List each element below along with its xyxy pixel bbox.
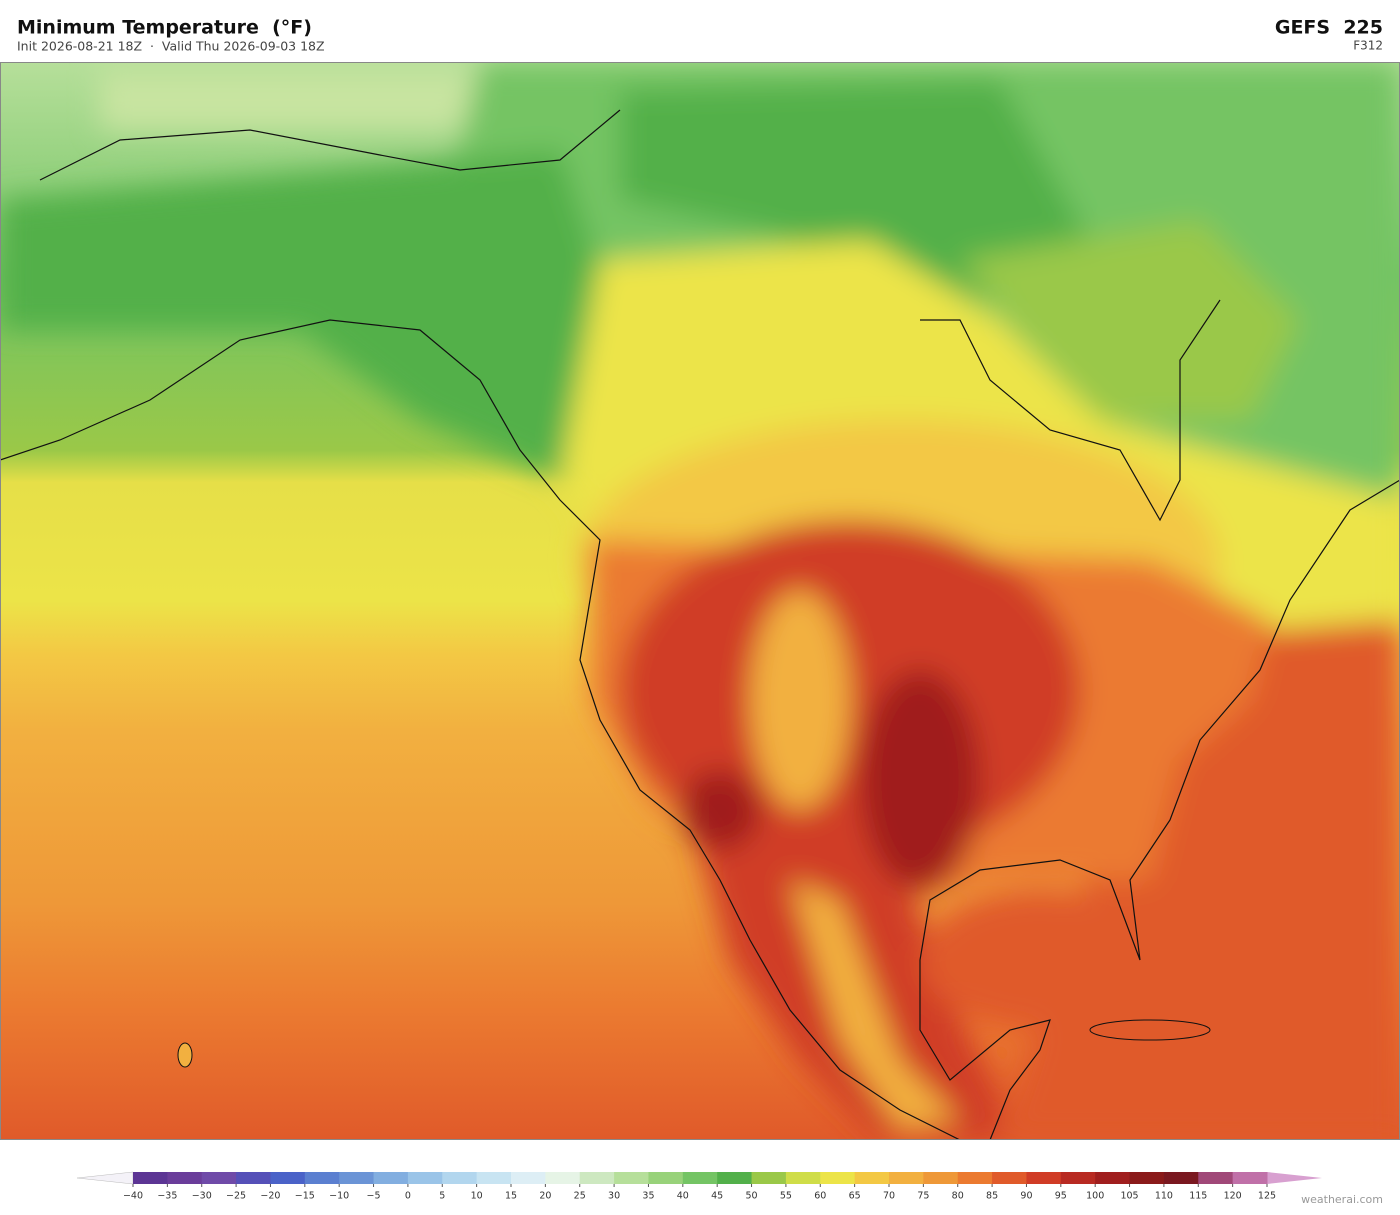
- colorbar-tick-label: 70: [883, 1191, 895, 1202]
- colorbar-bin: [717, 1172, 753, 1184]
- colorbar-tick-label: 35: [642, 1191, 654, 1202]
- colorbar-bin: [854, 1172, 890, 1184]
- colorbar-tick-label: 40: [677, 1191, 689, 1202]
- colorbar-tick-label: −20: [260, 1191, 280, 1202]
- colorbar-bin: [201, 1172, 237, 1184]
- colorbar-bin: [614, 1172, 649, 1184]
- colorbar-tick-label: 20: [539, 1191, 551, 1202]
- colorbar-bin: [545, 1172, 581, 1184]
- colorbar-bin: [1026, 1172, 1062, 1184]
- colorbar-bin: [1198, 1172, 1234, 1184]
- colorbar-tick-label: 85: [986, 1191, 998, 1202]
- colorbar-tick-label: −40: [123, 1191, 143, 1202]
- colorbar-bin: [820, 1172, 856, 1184]
- map: [0, 62, 1400, 1140]
- colorbar-tick-label: 30: [608, 1191, 620, 1202]
- colorbar-bin: [373, 1172, 409, 1184]
- colorbar-bin: [648, 1172, 684, 1184]
- colorbar-bin: [992, 1172, 1027, 1184]
- colorbar-tick-label: 105: [1120, 1191, 1138, 1202]
- colorbar-bin: [236, 1172, 271, 1184]
- colorbar-bin: [751, 1172, 787, 1184]
- colorbar-bin: [339, 1172, 375, 1184]
- colorbar-tick-label: 75: [917, 1191, 929, 1202]
- colorbar-bin: [133, 1172, 168, 1184]
- colorbar-tick-label: 60: [814, 1191, 826, 1202]
- colorbar-tick-label: −35: [157, 1191, 177, 1202]
- colorbar-bin: [1129, 1172, 1165, 1184]
- colorbar-tick-label: 0: [405, 1191, 411, 1202]
- colorbar-tick-label: 50: [745, 1191, 757, 1202]
- colorbar-tick-label: 120: [1224, 1191, 1242, 1202]
- title: Minimum Temperature (°F): [17, 17, 312, 39]
- subtitle: Init 2026-08-21 18Z · Valid Thu 2026-09-…: [17, 39, 325, 54]
- model: GEFS 225: [1275, 17, 1383, 39]
- colorbar-tick-label: 110: [1155, 1191, 1173, 1202]
- colorbar-tick-label: 15: [505, 1191, 517, 1202]
- colorbar-bin: [579, 1172, 615, 1184]
- colorbar-tick-label: 80: [952, 1191, 964, 1202]
- colorbar-bin: [923, 1172, 959, 1184]
- colorbar-tick-label: 125: [1258, 1191, 1276, 1202]
- colorbar-tick-label: 90: [1020, 1191, 1032, 1202]
- colorbar-bin: [442, 1172, 478, 1184]
- colorbar: −40 −35 −30 −25 −20 −15 −10 −5 0 5 10 15 20 25 30 35 40 4…: [76, 1171, 1322, 1202]
- colorbar-tick-label: −5: [367, 1191, 381, 1202]
- colorbar-tick-label: −30: [192, 1191, 212, 1202]
- colorbar-tick-label: 5: [439, 1191, 445, 1202]
- colorbar-bin: [167, 1172, 203, 1184]
- colorbar-bin: [476, 1172, 512, 1184]
- colorbar-extend-max: [1267, 1172, 1322, 1184]
- colorbar-tick-label: −10: [329, 1191, 349, 1202]
- colorbar-bin: [270, 1172, 306, 1184]
- colorbar-tick-label: 55: [780, 1191, 792, 1202]
- colorbar-bin: [1163, 1172, 1199, 1184]
- colorbar-bin: [682, 1172, 718, 1184]
- colorbar-tick-label: 65: [849, 1191, 861, 1202]
- colorbar-tick-label: −25: [226, 1191, 246, 1202]
- colorbar-bin: [304, 1172, 340, 1184]
- colorbar-bin: [407, 1172, 443, 1184]
- colorbar-bin: [785, 1172, 821, 1184]
- colorbar-bin: [1060, 1172, 1096, 1184]
- colorbar-tick-label: −15: [295, 1191, 315, 1202]
- colorbar-tick-label: 10: [471, 1191, 483, 1202]
- colorbar-tick-label: 100: [1086, 1191, 1104, 1202]
- colorbar-bin: [511, 1172, 546, 1184]
- colorbar-tick-label: 95: [1055, 1191, 1067, 1202]
- colorbar-extend-min: [76, 1171, 134, 1185]
- forecast-hour: F312: [1353, 39, 1383, 53]
- colorbar-bin: [957, 1172, 993, 1184]
- colorbar-tick-label: 25: [574, 1191, 586, 1202]
- credit: weatherai.com: [1301, 1193, 1383, 1206]
- colorbar-bin: [889, 1172, 924, 1184]
- colorbar-bin: [1232, 1172, 1268, 1184]
- colorbar-bin: [1095, 1172, 1131, 1184]
- colorbar-tick-label: 45: [711, 1191, 723, 1202]
- colorbar-tick-label: 115: [1189, 1191, 1207, 1202]
